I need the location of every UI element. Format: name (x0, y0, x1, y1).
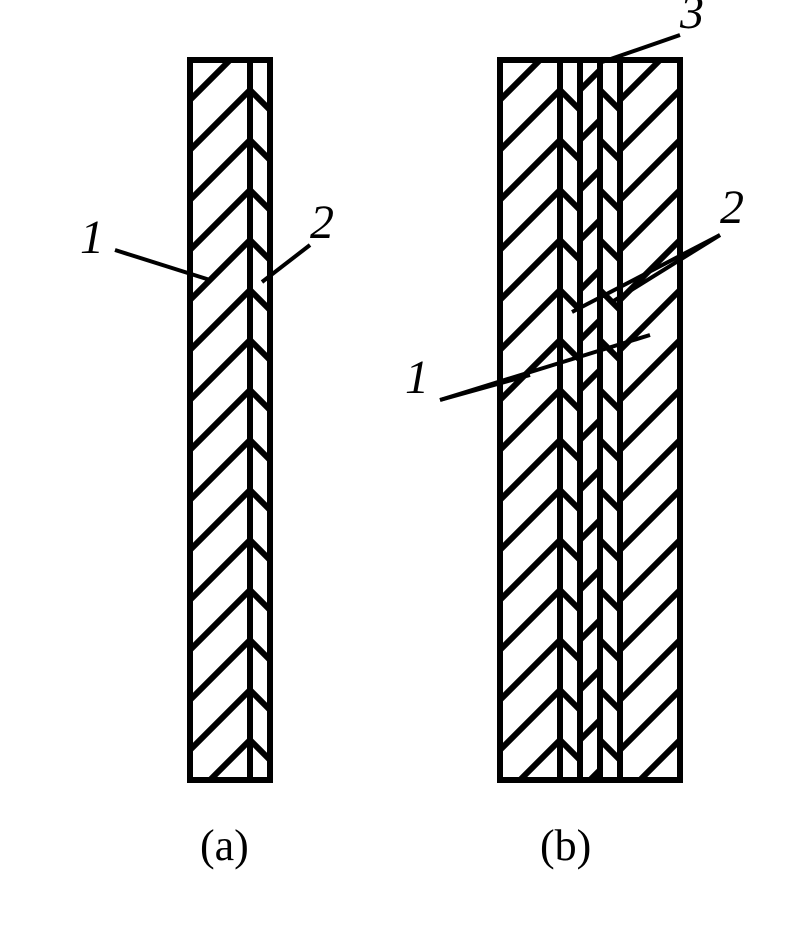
technical-diagram (0, 0, 810, 932)
label-b-1: 1 (405, 350, 429, 405)
caption-b: (b) (540, 820, 591, 871)
label-a-1: 1 (80, 210, 104, 265)
label-b-2: 2 (720, 180, 744, 235)
caption-a: (a) (200, 820, 249, 871)
label-a-2: 2 (310, 195, 334, 250)
label-b-3: 3 (680, 0, 704, 40)
